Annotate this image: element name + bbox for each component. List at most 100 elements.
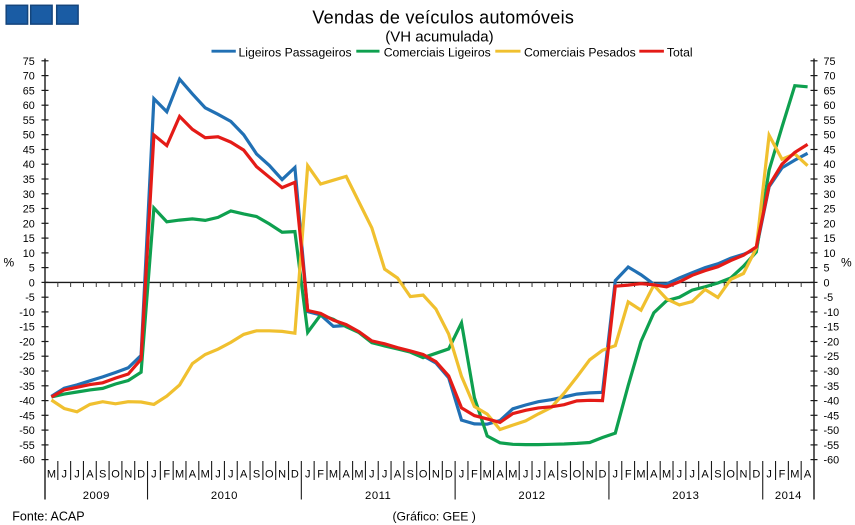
svg-text:50: 50 xyxy=(23,130,35,142)
svg-text:15: 15 xyxy=(824,233,836,245)
svg-text:S: S xyxy=(560,468,567,480)
svg-text:J: J xyxy=(766,468,772,480)
svg-text:75: 75 xyxy=(23,56,35,68)
svg-text:65: 65 xyxy=(824,85,836,97)
svg-text:%: % xyxy=(841,256,852,270)
svg-text:N: N xyxy=(278,468,286,480)
svg-text:S: S xyxy=(253,468,260,480)
svg-text:20: 20 xyxy=(824,218,836,230)
svg-text:M: M xyxy=(47,468,56,480)
svg-text:J: J xyxy=(677,468,683,480)
svg-text:J: J xyxy=(536,468,542,480)
svg-text:2011: 2011 xyxy=(365,490,391,502)
svg-text:F: F xyxy=(471,468,478,480)
svg-text:-50: -50 xyxy=(19,425,35,437)
svg-text:M: M xyxy=(483,468,492,480)
svg-text:M: M xyxy=(636,468,645,480)
svg-text:D: D xyxy=(599,468,607,480)
svg-text:J: J xyxy=(151,468,157,480)
svg-text:-25: -25 xyxy=(19,351,35,363)
svg-text:-35: -35 xyxy=(824,381,840,393)
svg-text:O: O xyxy=(573,468,582,480)
svg-text:10: 10 xyxy=(824,248,836,260)
svg-text:Fonte: ACAP: Fonte: ACAP xyxy=(12,510,84,524)
svg-text:A: A xyxy=(240,468,248,480)
svg-text:-50: -50 xyxy=(824,425,840,437)
svg-text:5: 5 xyxy=(29,263,35,275)
svg-text:2013: 2013 xyxy=(672,490,699,502)
svg-text:-15: -15 xyxy=(824,322,840,334)
svg-text:D: D xyxy=(291,468,299,480)
svg-text:0: 0 xyxy=(824,277,830,289)
svg-text:50: 50 xyxy=(824,130,836,142)
svg-text:Ligeiros Passageiros: Ligeiros Passageiros xyxy=(239,45,352,59)
svg-text:A: A xyxy=(394,468,402,480)
svg-text:-30: -30 xyxy=(824,366,840,378)
svg-text:65: 65 xyxy=(23,85,35,97)
svg-text:-40: -40 xyxy=(19,396,35,408)
svg-text:35: 35 xyxy=(23,174,35,186)
svg-text:40: 40 xyxy=(23,159,35,171)
svg-text:60: 60 xyxy=(824,100,836,112)
svg-text:M: M xyxy=(175,468,184,480)
svg-text:A: A xyxy=(548,468,556,480)
svg-text:45: 45 xyxy=(824,145,836,157)
svg-text:55: 55 xyxy=(23,115,35,127)
svg-text:2014: 2014 xyxy=(775,490,802,502)
svg-text:O: O xyxy=(419,468,428,480)
svg-text:-60: -60 xyxy=(19,455,35,467)
svg-text:M: M xyxy=(354,468,363,480)
svg-text:F: F xyxy=(317,468,324,480)
svg-text:Total: Total xyxy=(667,45,693,59)
svg-text:A: A xyxy=(650,468,658,480)
svg-text:-5: -5 xyxy=(824,292,834,304)
svg-text:25: 25 xyxy=(824,204,836,216)
svg-text:-30: -30 xyxy=(19,366,35,378)
svg-text:-35: -35 xyxy=(19,381,35,393)
svg-text:N: N xyxy=(740,468,748,480)
svg-text:A: A xyxy=(496,468,504,480)
svg-text:40: 40 xyxy=(824,159,836,171)
svg-text:-40: -40 xyxy=(824,396,840,408)
svg-text:-20: -20 xyxy=(19,337,35,349)
svg-text:M: M xyxy=(329,468,338,480)
svg-text:-20: -20 xyxy=(824,337,840,349)
svg-text:J: J xyxy=(459,468,465,480)
svg-text:30: 30 xyxy=(23,189,35,201)
svg-text:F: F xyxy=(625,468,632,480)
svg-text:2009: 2009 xyxy=(83,490,110,502)
svg-text:J: J xyxy=(613,468,619,480)
svg-text:55: 55 xyxy=(824,115,836,127)
svg-text:-25: -25 xyxy=(824,351,840,363)
svg-text:(Gráfico: GEE ): (Gráfico: GEE ) xyxy=(393,510,476,524)
svg-text:70: 70 xyxy=(23,71,35,83)
svg-text:S: S xyxy=(99,468,106,480)
svg-text:(VH acumulada): (VH acumulada) xyxy=(385,29,493,46)
svg-text:J: J xyxy=(215,468,221,480)
svg-text:O: O xyxy=(111,468,120,480)
svg-text:20: 20 xyxy=(23,218,35,230)
svg-text:A: A xyxy=(701,468,709,480)
svg-text:N: N xyxy=(124,468,132,480)
svg-text:A: A xyxy=(804,468,812,480)
svg-text:A: A xyxy=(189,468,197,480)
svg-text:J: J xyxy=(382,468,388,480)
svg-text:A: A xyxy=(343,468,351,480)
svg-text:F: F xyxy=(779,468,786,480)
svg-text:60: 60 xyxy=(23,100,35,112)
svg-text:D: D xyxy=(137,468,145,480)
svg-text:-55: -55 xyxy=(19,440,35,452)
svg-text:2010: 2010 xyxy=(211,490,238,502)
svg-text:25: 25 xyxy=(23,204,35,216)
svg-text:J: J xyxy=(689,468,695,480)
svg-text:J: J xyxy=(305,468,311,480)
svg-text:D: D xyxy=(445,468,453,480)
svg-text:S: S xyxy=(714,468,721,480)
svg-text:-10: -10 xyxy=(824,307,840,319)
svg-text:O: O xyxy=(726,468,735,480)
svg-text:A: A xyxy=(86,468,94,480)
svg-text:2012: 2012 xyxy=(518,490,545,502)
svg-text:-15: -15 xyxy=(19,322,35,334)
svg-text:75: 75 xyxy=(824,56,836,68)
svg-text:-60: -60 xyxy=(824,455,840,467)
